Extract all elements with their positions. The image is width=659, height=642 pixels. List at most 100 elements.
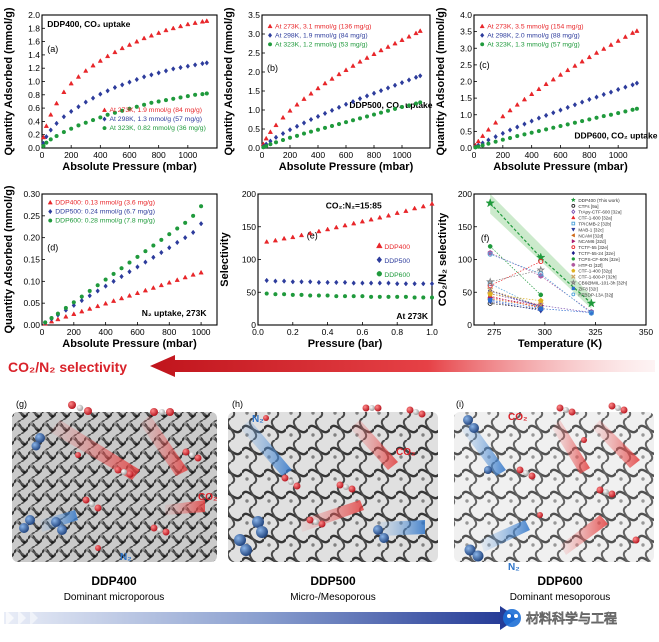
data-point (486, 141, 491, 146)
legend-entry: At 298K, 1.3 mmol/g (57 mg/g) (102, 116, 203, 123)
data-point (105, 53, 111, 59)
data-point (71, 300, 76, 305)
legend-marker (376, 242, 383, 249)
y-tick-label: 0.15 (23, 255, 40, 265)
data-point (565, 122, 570, 127)
data-point (572, 63, 578, 68)
panel-ddp600: (i) CO₂ N₂ DDP600 Dominant mesoporous (454, 399, 654, 603)
series-7 (487, 295, 543, 310)
data-point (412, 281, 417, 287)
data-point (594, 115, 599, 120)
series-2 (261, 73, 423, 150)
chart-e: 0 50 100 150 200 0.0 0.2 0.4 0.6 0.8 1.0 Pressure (… (219, 189, 438, 350)
data-point (61, 114, 67, 120)
series-2 (264, 277, 435, 287)
data-point (97, 58, 103, 63)
data-point (87, 288, 92, 294)
legend-label: At 298K, 1.3 mmol/g (57 mg/g) (110, 116, 203, 123)
legend-entry: At 273K, 1.9 mmol/g (84 mg/g) (101, 107, 202, 114)
legend-marker (571, 292, 576, 297)
data-point (148, 32, 154, 38)
data-point (192, 20, 198, 25)
data-point (68, 80, 74, 86)
data-point (551, 125, 556, 130)
series-3 (264, 291, 435, 300)
data-point (301, 96, 307, 101)
x-axis-label: Absolute Pressure (mbar) (62, 338, 197, 350)
chart-title: DDP400, CO₂ uptake (47, 19, 130, 29)
data-point (112, 84, 118, 91)
data-point (290, 279, 295, 285)
data-point (369, 294, 374, 299)
legend-label: At 323K, 0.82 mmol/g (36 mg/g) (110, 125, 206, 132)
data-point (587, 117, 592, 122)
data-point (377, 280, 382, 286)
data-point (386, 280, 391, 286)
series-line (490, 293, 541, 302)
data-point (204, 60, 209, 66)
x-tick-label: 1000 (178, 150, 197, 160)
y-tick-label: 150 (458, 222, 472, 232)
panel-ddp400: (g) CO₂ N₂ DDP400 Dominant microporous (12, 399, 217, 603)
data-point (268, 142, 273, 147)
data-point (177, 23, 184, 29)
data-point (185, 94, 190, 99)
data-point (264, 239, 270, 244)
y-tick-label: 200 (242, 189, 256, 199)
y-tick-label: 0.05 (23, 298, 40, 308)
molecules-ddp400 (19, 401, 202, 551)
data-point (83, 99, 88, 105)
legend-entry: DDP500 (376, 256, 410, 265)
data-point (141, 102, 147, 107)
series-line (490, 301, 541, 311)
y-tick-label: 4.0 (460, 10, 472, 20)
x-tick-label: 600 (339, 150, 353, 160)
data-point (55, 311, 60, 316)
legend-marker (571, 274, 576, 279)
data-point (616, 86, 621, 93)
series-17 (487, 251, 594, 316)
ddp500-name: DDP500 (310, 574, 356, 588)
data-point (411, 205, 418, 211)
data-point (315, 85, 321, 91)
data-point (119, 273, 124, 280)
data-point (134, 290, 141, 295)
data-point (182, 274, 188, 280)
chart-c: 0.0 0.5 1.0 1.5 2.0 2.5 3.0 3.5 4.0 0 200 400 600 800… (435, 7, 658, 173)
y-tick-label: 0.0 (248, 143, 260, 153)
chart-title: DDP600, CO₂ uptake (574, 131, 657, 141)
legend-entry: DDP500: 0.24 mmol/g (6.7 mg/g) (48, 209, 155, 216)
data-point (360, 280, 365, 286)
data-point (500, 130, 505, 137)
data-point (163, 68, 169, 74)
data-point (377, 294, 382, 299)
co2-beam (350, 420, 398, 470)
data-point (151, 254, 156, 261)
data-point (485, 126, 492, 132)
legend-label: At 323K, 1.3 mmol/g (57 mg/g) (487, 41, 580, 48)
x-tick-label: 1000 (192, 327, 211, 337)
legend-marker (376, 256, 383, 264)
data-point (403, 281, 409, 287)
legend-entry: DDP600: 0.28 mmol/g (7.8 mg/g) (48, 218, 155, 225)
data-point (90, 117, 96, 123)
data-point (87, 293, 92, 299)
data-point (565, 104, 570, 111)
data-point (529, 118, 534, 124)
data-point (336, 71, 342, 77)
data-point (399, 104, 405, 110)
series-line (490, 298, 541, 308)
data-point (558, 107, 563, 113)
legend-marker (101, 107, 108, 112)
ddp600-subtitle: Dominant mesoporous (510, 592, 611, 603)
series-line (489, 246, 542, 296)
data-point (298, 232, 305, 238)
data-point (280, 130, 286, 137)
data-point (399, 79, 405, 86)
data-point (273, 134, 279, 141)
x-tick-label: 1.0 (426, 327, 438, 337)
y-tick-label: 0.25 (23, 211, 40, 221)
data-point (281, 278, 287, 284)
data-point (112, 110, 118, 115)
data-point (171, 96, 176, 101)
